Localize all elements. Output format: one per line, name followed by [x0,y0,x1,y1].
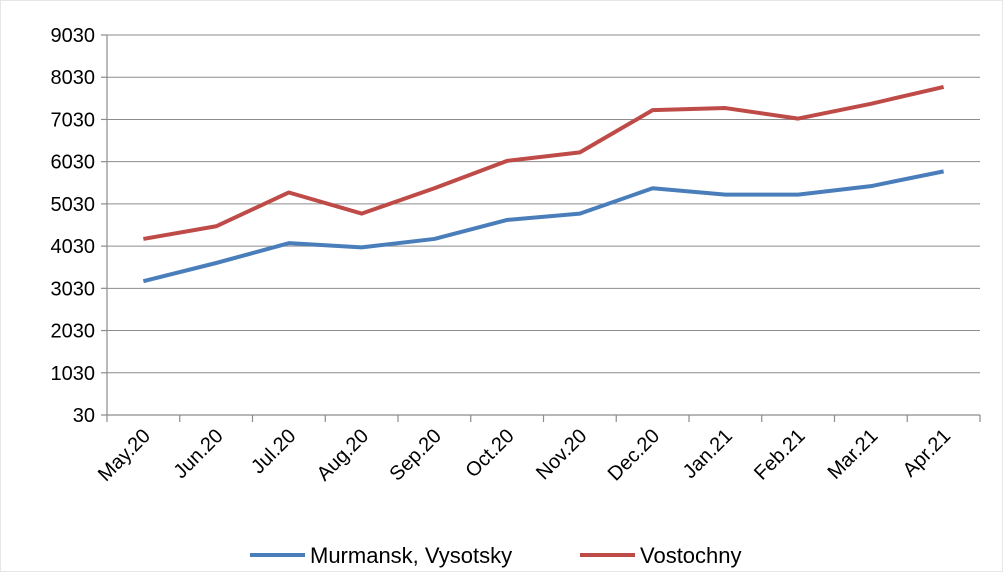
x-tick-label: Apr.21 [899,425,955,481]
x-tick-label: Jun.20 [170,425,228,483]
x-tick-label: Sep.20 [386,425,446,485]
y-tick-label: 9030 [51,25,96,47]
series-line [142,169,945,284]
y-tick-label: 3030 [51,278,96,300]
x-tick-label: Dec.20 [604,425,664,485]
x-tick-label: Mar.21 [824,425,883,484]
x-tick-label: Feb.21 [750,425,810,485]
x-tick-label: Aug.20 [313,425,373,485]
y-tick-label: 4030 [51,236,96,258]
y-tick-label: 6030 [51,152,96,174]
series-line [143,84,945,241]
y-tick-label: 30 [73,405,95,427]
x-tick-label: Nov.20 [532,425,591,484]
legend-label: Murmansk, Vysotsky [310,543,512,568]
x-tick-label: Oct.20 [461,425,518,482]
y-tick-label: 2030 [51,321,96,343]
y-tick-label: 7030 [51,109,96,131]
legend-label: Vostochny [640,543,742,568]
x-tick-label: Jan.21 [679,425,737,483]
x-tick-label: Jul.20 [247,425,300,478]
y-tick-label: 1030 [51,363,96,385]
x-tick-label: May.20 [94,425,155,486]
y-tick-label: 5030 [51,194,96,216]
y-tick-label: 8030 [51,67,96,89]
